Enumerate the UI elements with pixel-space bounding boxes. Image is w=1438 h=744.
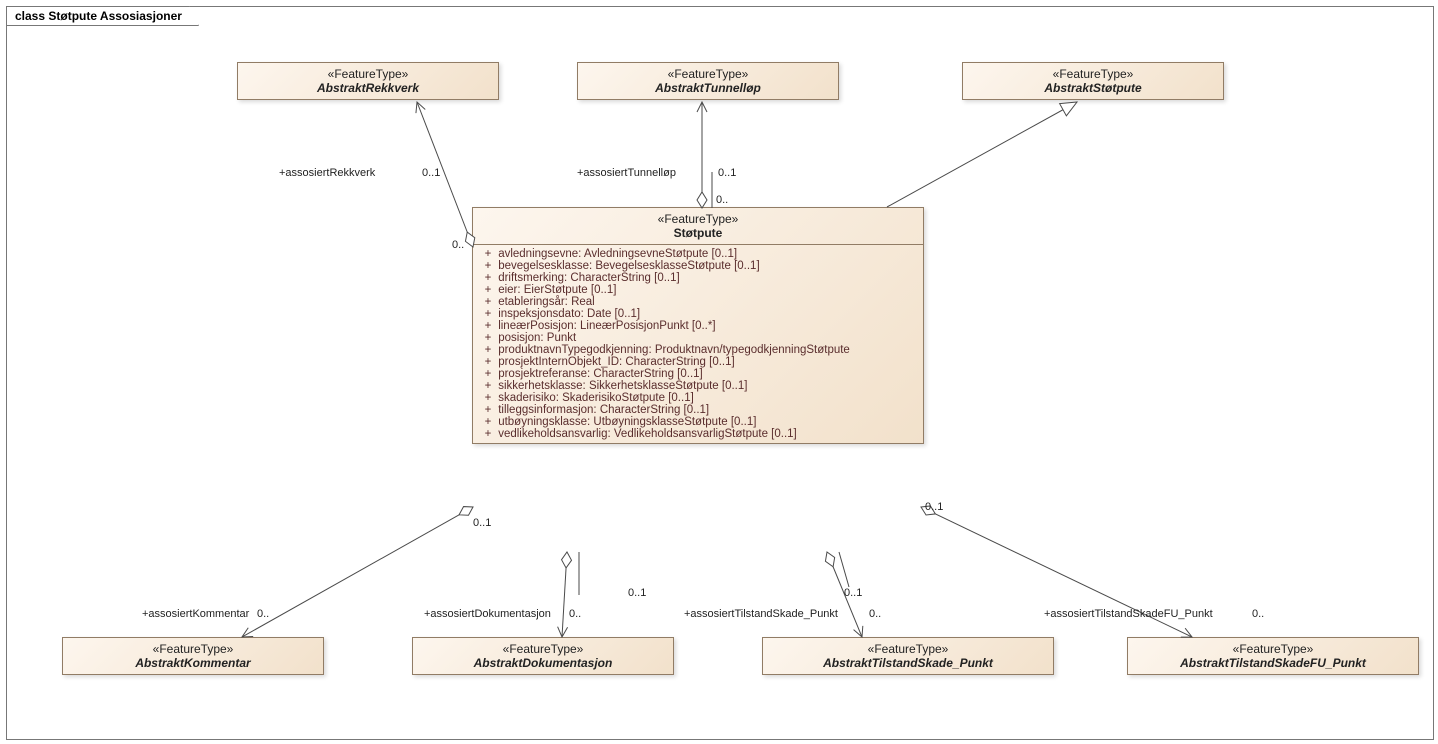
attribute-row: + bevegelsesklasse: BevegelsesklasseStøt… bbox=[481, 260, 915, 272]
lbl-rekkverk-role: +assosiertRekkverk bbox=[279, 167, 375, 179]
attribute-row: + inspeksjonsdato: Date [0..1] bbox=[481, 308, 915, 320]
attribute-row: + driftsmerking: CharacterString [0..1] bbox=[481, 272, 915, 284]
lbl-dok-m1: 0..1 bbox=[628, 587, 646, 599]
attribute-row: + skaderisiko: SkaderisikoStøtpute [0..1… bbox=[481, 392, 915, 404]
lbl-tfu-m1: 0..1 bbox=[925, 501, 943, 513]
lbl-dok-role: +assosiertDokumentasjon bbox=[424, 608, 551, 620]
lbl-tunnel-m1: 0..1 bbox=[718, 167, 736, 179]
class-tilstand-skade-punkt: «FeatureType»AbstraktTilstandSkade_Punkt bbox=[762, 637, 1054, 675]
lbl-tunnel-role: +assosiertTunnelløp bbox=[577, 167, 676, 179]
diagram-frame: class Støtpute Assosiasjoner «FeatureTyp… bbox=[6, 6, 1434, 740]
lbl-komm-m2: 0.. bbox=[257, 608, 269, 620]
lbl-tfu-role: +assosiertTilstandSkadeFU_Punkt bbox=[1044, 608, 1213, 620]
attribute-row: + lineærPosisjon: LineærPosisjonPunkt [0… bbox=[481, 320, 915, 332]
class-tilstand-skade-fu-punkt: «FeatureType»AbstraktTilstandSkadeFU_Pun… bbox=[1127, 637, 1419, 675]
lbl-tunnel-m2: 0.. bbox=[716, 194, 728, 206]
attribute-row: + produktnavnTypegodkjenning: Produktnav… bbox=[481, 344, 915, 356]
lbl-tfu-m2: 0.. bbox=[1252, 608, 1264, 620]
class-abstrakt-rekkverk: «FeatureType»AbstraktRekkverk bbox=[237, 62, 499, 100]
attribute-row: + etableringsår: Real bbox=[481, 296, 915, 308]
attribute-row: + posisjon: Punkt bbox=[481, 332, 915, 344]
class-name: AbstraktRekkverk bbox=[244, 81, 492, 95]
stereotype: «FeatureType» bbox=[244, 67, 492, 81]
lbl-tp-role: +assosiertTilstandSkade_Punkt bbox=[684, 608, 838, 620]
class-abstrakt-tunnellop: «FeatureType»AbstraktTunnelløp bbox=[577, 62, 839, 100]
class-abstrakt-dokumentasjon: «FeatureType»AbstraktDokumentasjon bbox=[412, 637, 674, 675]
diagram-title-tab: class Støtpute Assosiasjoner bbox=[6, 6, 199, 26]
attribute-list: + avledningsevne: AvledningsevneStøtpute… bbox=[473, 245, 923, 443]
lbl-rekkverk-m1: 0..1 bbox=[422, 167, 440, 179]
attribute-row: + prosjektInternObjekt_ID: CharacterStri… bbox=[481, 356, 915, 368]
attribute-row: + tilleggsinformasjon: CharacterString [… bbox=[481, 404, 915, 416]
lbl-rekkverk-m2: 0.. bbox=[452, 239, 464, 251]
lbl-komm-m1: 0..1 bbox=[473, 517, 491, 529]
lbl-dok-m2: 0.. bbox=[569, 608, 581, 620]
attribute-row: + avledningsevne: AvledningsevneStøtpute… bbox=[481, 248, 915, 260]
class-abstrakt-stotpute: «FeatureType»AbstraktStøtpute bbox=[962, 62, 1224, 100]
class-abstrakt-kommentar: «FeatureType»AbstraktKommentar bbox=[62, 637, 324, 675]
attribute-row: + prosjektreferanse: CharacterString [0.… bbox=[481, 368, 915, 380]
lbl-tp-m2: 0.. bbox=[869, 608, 881, 620]
attribute-row: + eier: EierStøtpute [0..1] bbox=[481, 284, 915, 296]
attribute-row: + utbøyningsklasse: UtbøyningsklasseStøt… bbox=[481, 416, 915, 428]
lbl-komm-role: +assosiertKommentar bbox=[142, 608, 249, 620]
class-stotpute: «FeatureType»Støtpute + avledningsevne: … bbox=[472, 207, 924, 444]
attribute-row: + sikkerhetsklasse: SikkerhetsklasseStøt… bbox=[481, 380, 915, 392]
lbl-tp-m1: 0..1 bbox=[844, 587, 862, 599]
attribute-row: + vedlikeholdsansvarlig: Vedlikeholdsans… bbox=[481, 428, 915, 440]
